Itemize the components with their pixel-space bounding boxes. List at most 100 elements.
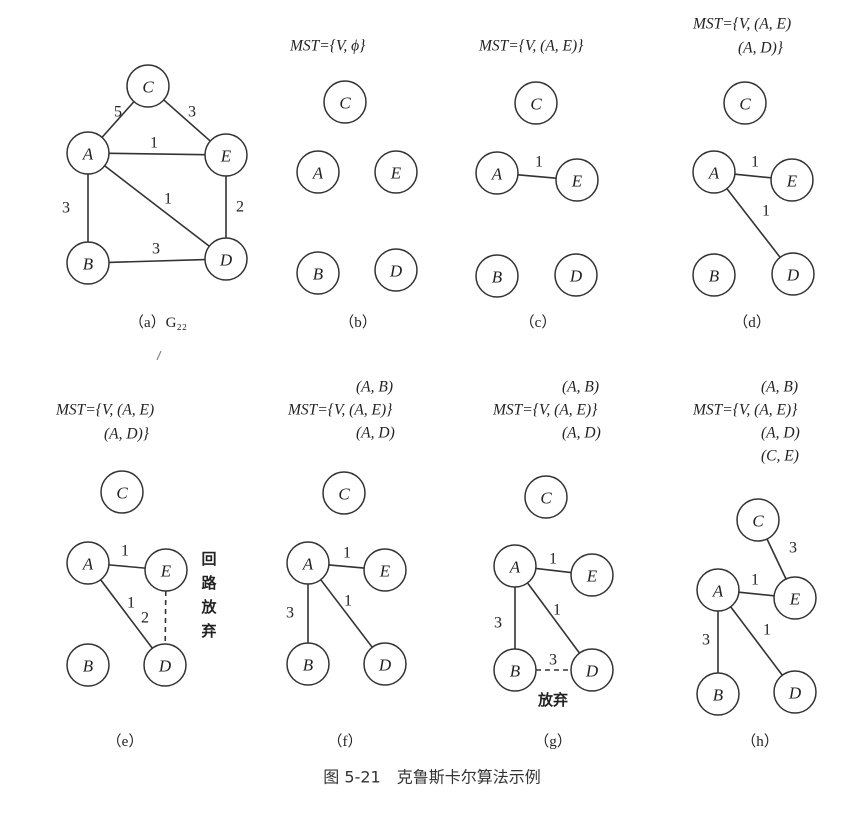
edge-a-d <box>730 606 783 676</box>
edge-weight-label: 1 <box>121 543 129 560</box>
node-circle <box>692 150 736 194</box>
rejected-cycle-note-char: 路 <box>201 574 217 592</box>
node-label: E <box>390 164 402 183</box>
node-circle <box>363 548 407 592</box>
edge-weight-label: 1 <box>751 572 759 589</box>
node-label: D <box>786 266 800 285</box>
mst-line: MST={V, (A, E) <box>692 16 791 33</box>
panel-h: 3 1 1 3 A B C D E (A, B) MST={V, (A, E)} (A, D) (C, … <box>692 379 817 750</box>
node-circle <box>204 237 248 281</box>
node-c: C <box>514 81 558 125</box>
node-circle <box>493 648 537 692</box>
node-circle <box>66 643 110 687</box>
node-label: E <box>786 172 798 191</box>
edge-a-d <box>320 579 373 648</box>
node-label: E <box>586 567 598 586</box>
node-label: C <box>338 485 350 504</box>
node-circle <box>296 150 340 194</box>
figure-title: 图 5-21 克鲁斯卡尔算法示例 <box>323 768 540 787</box>
mst-line: (A, B) <box>761 379 798 396</box>
node-circle <box>554 253 598 297</box>
node-label: C <box>339 94 351 113</box>
node-b: B <box>696 672 740 716</box>
node-a: A <box>493 544 537 588</box>
node-label: A <box>708 164 720 183</box>
edge-a-e <box>517 174 557 179</box>
node-circle <box>770 158 814 202</box>
node-circle <box>66 131 110 175</box>
mst-line: MST={V, (A, E)} <box>692 402 798 419</box>
mst-line: MST={V, (A, E)} <box>478 38 584 55</box>
edge-a-d <box>526 582 581 654</box>
node-e: E <box>204 133 248 177</box>
mst-line: MST={V, (A, E)} <box>287 402 393 419</box>
edge-weight-label: 1 <box>553 602 561 619</box>
node-b: B <box>66 241 110 285</box>
edge-a-e <box>738 591 775 597</box>
node-circle <box>322 471 366 515</box>
edge-weight-label: 1 <box>127 595 135 612</box>
node-label: D <box>585 662 599 681</box>
node-d: D <box>773 670 817 714</box>
node-circle <box>323 80 367 124</box>
node-label: A <box>509 558 521 577</box>
node-label: C <box>540 489 552 508</box>
node-d: D <box>143 643 187 687</box>
mst-line: (A, B) <box>356 379 393 396</box>
node-label: C <box>752 512 764 531</box>
node-label: E <box>160 562 172 581</box>
node-label: B <box>510 662 521 681</box>
mst-line: (A, D) <box>356 425 395 442</box>
rejected-cycle-note-char: 弃 <box>201 622 216 640</box>
node-circle <box>692 253 736 297</box>
node-e: E <box>555 158 599 202</box>
node-circle <box>363 642 407 686</box>
edge-weight-label: 1 <box>549 551 557 568</box>
node-circle <box>374 150 418 194</box>
rejected-cycle-note-char: 回 <box>201 550 216 568</box>
node-label: C <box>116 484 128 503</box>
node-label: C <box>739 95 751 114</box>
panel-d: 1 1 A B C D E MST={V, (A, E) (A, D)} （d） <box>692 16 815 331</box>
node-c: C <box>322 471 366 515</box>
mst-line: (A, D) <box>761 425 800 442</box>
node-e: E <box>773 576 817 620</box>
node-circle <box>514 81 558 125</box>
edge-weight-label: 1 <box>535 154 543 171</box>
node-circle <box>555 158 599 202</box>
node-circle <box>374 248 418 292</box>
node-circle <box>286 541 330 585</box>
node-b: B <box>296 251 340 295</box>
node-label: E <box>571 172 583 191</box>
node-circle <box>143 643 187 687</box>
edge-a-e <box>108 152 206 156</box>
edge-weight-label: 5 <box>114 104 122 121</box>
panel-caption: （f） <box>328 733 363 750</box>
node-label: B <box>83 657 94 676</box>
node-label: C <box>530 95 542 114</box>
edge-a-e <box>328 564 365 569</box>
edge-a-d <box>104 165 210 247</box>
node-circle <box>126 64 170 108</box>
node-a: A <box>66 131 110 175</box>
panel-caption: （e） <box>107 733 144 750</box>
node-label: D <box>569 267 583 286</box>
node-circle <box>475 151 519 195</box>
edge-weight-label: 1 <box>344 593 352 610</box>
edge-weight-label: 3 <box>549 652 557 669</box>
node-circle <box>524 475 568 519</box>
node-label: A <box>312 164 324 183</box>
edge-c-e <box>163 99 211 142</box>
node-e: E <box>570 553 614 597</box>
node-e: E <box>363 548 407 592</box>
node-c: C <box>100 470 144 514</box>
edge-e-d-rejected <box>164 590 167 645</box>
node-a: A <box>286 541 330 585</box>
mst-line: (A, B) <box>562 379 599 396</box>
node-circle <box>100 470 144 514</box>
panel-caption: （b） <box>339 314 377 331</box>
node-circle <box>570 648 614 692</box>
node-circle <box>296 251 340 295</box>
node-circle <box>493 544 537 588</box>
